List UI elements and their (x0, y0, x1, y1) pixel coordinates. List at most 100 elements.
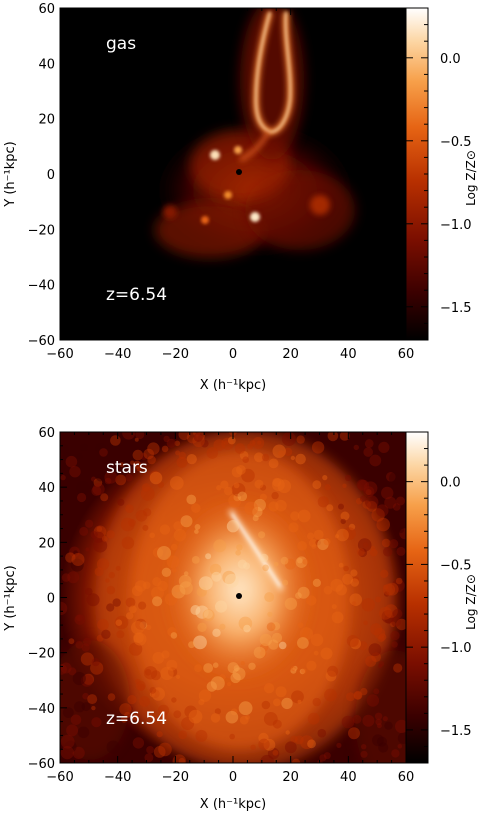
stars-speckle-dot (350, 569, 358, 577)
stars-speckle-dot (267, 747, 280, 760)
stars-speckle-dot (334, 534, 340, 539)
stars-speckle-dot (125, 474, 133, 482)
stars-speckle-dot (391, 749, 400, 758)
stars-speckle-dot (370, 545, 376, 551)
stars-speckle-dot (149, 471, 163, 485)
stars-speckle-dot (183, 571, 189, 576)
gas-panel: gas z=6.54 −60 −40 −20 0 20 40 60 −60 −40 −20 0 20 4… (3, 2, 478, 393)
stars-speckle-dot (128, 519, 136, 527)
stars-y-axis-title: Y (h⁻¹kpc) (3, 565, 18, 631)
stars-speckle-dot (327, 665, 339, 677)
stars-speckle-dot (392, 503, 401, 511)
stars-speckle-dot (120, 517, 135, 532)
stars-speckle-dot (171, 697, 177, 703)
stars-speckle-dot (60, 746, 74, 760)
stars-speckle-dot (283, 447, 293, 456)
stars-speckle-dot (151, 586, 164, 600)
stars-speckle-dot (178, 757, 186, 763)
stars-speckle-dot (106, 530, 115, 539)
stars-speckle-dot (192, 434, 205, 448)
stars-speckle-dot (253, 646, 266, 659)
stars-speckle-dot (212, 662, 219, 668)
stars-speckle-dot (110, 719, 116, 724)
stars-speckle-dot (396, 496, 405, 506)
stars-speckle-dot (259, 633, 273, 647)
stars-y-tick-label: 0 (47, 592, 55, 607)
stars-speckle-dot (238, 616, 253, 631)
stars-speckle-dot (381, 610, 395, 624)
stars-speckle-dot (277, 479, 292, 494)
stars-speckle-dot (112, 598, 121, 607)
stars-speckle-dot (365, 655, 377, 667)
stars-speckle-dot (297, 586, 310, 599)
stars-speckle-dot (376, 504, 389, 517)
stars-speckle-dot (170, 543, 178, 551)
stars-speckle-dot (297, 509, 311, 523)
stars-speckle-dot (391, 641, 398, 648)
stars-speckle-dot (310, 633, 324, 647)
stars-speckle-dot (68, 667, 77, 676)
stars-speckle-dot (263, 712, 278, 726)
stars-speckle-dot (163, 435, 170, 443)
stars-speckle-dot (384, 496, 397, 509)
stars-center-marker (236, 593, 242, 599)
stars-speckle-dot (186, 454, 197, 465)
stars-speckle-dot (107, 693, 116, 701)
stars-speckle-dot (362, 714, 375, 727)
stars-speckle-dot (216, 485, 222, 491)
stars-x-tick-label: −20 (162, 770, 189, 785)
stars-speckle-dot (164, 593, 178, 606)
gas-colorbar-tick-label: −1.0 (440, 218, 472, 233)
stars-speckle-dot (175, 450, 181, 456)
stars-speckle-dot (390, 630, 400, 641)
stars-speckle-dot (122, 432, 136, 440)
stars-speckle-dot (239, 590, 251, 601)
stars-speckle-dot (75, 641, 84, 649)
stars-speckle-dot (93, 531, 105, 543)
stars-speckle-dot (131, 585, 143, 597)
stars-speckle-dot (77, 726, 90, 739)
stars-speckle-dot (284, 741, 297, 754)
gas-y-axis-title: Y (h⁻¹kpc) (3, 141, 18, 207)
stars-speckle-dot (91, 476, 96, 482)
stars-speckle-dot (324, 688, 337, 702)
stars-speckle-dot (368, 643, 382, 657)
stars-speckle-dot (85, 519, 94, 528)
stars-speckle-dot (290, 667, 297, 674)
stars-speckle-dot (95, 442, 107, 454)
stars-speckle-dot (161, 650, 170, 659)
stars-speckle-dot (317, 496, 329, 508)
stars-speckle-dot (398, 527, 404, 534)
stars-speckle-dot (285, 730, 290, 735)
stars-speckle-dot (259, 493, 267, 501)
stars-speckle-dot (194, 664, 203, 673)
stars-y-tick-label: −20 (28, 647, 55, 662)
stars-speckle-dot (93, 525, 107, 539)
stars-speckle-dot (149, 470, 161, 483)
stars-speckle-dot (74, 614, 86, 625)
stars-colorbar-tick-label: −0.5 (440, 558, 472, 573)
stars-speckle-dot (244, 501, 259, 516)
stars-speckle-dot (178, 451, 186, 460)
stars-speckle-dot (71, 553, 85, 566)
gas-x-axis-title: X (h⁻¹kpc) (200, 378, 266, 393)
stars-speckle-dot (80, 443, 89, 452)
stars-speckle-dot (181, 717, 195, 730)
stars-speckle-dot (119, 703, 132, 716)
stars-speckle-dot (386, 472, 396, 482)
stars-speckle-dot (139, 696, 151, 707)
stars-speckle-dot (142, 524, 149, 531)
stars-speckle-dot (144, 753, 154, 762)
stars-speckle-dot (79, 526, 89, 536)
stars-speckle-dot (307, 712, 320, 725)
stars-speckle-dot (237, 491, 248, 502)
stars-colorbar-ticks: 0.0 −0.5 −1.0 −1.5 (406, 448, 472, 747)
stars-speckle-dot (166, 659, 178, 671)
stars-speckle-dot (239, 451, 249, 460)
stars-speckle-dot (96, 474, 104, 482)
stars-speckle-dot (383, 584, 388, 590)
stars-speckle-dot (375, 718, 382, 726)
stars-speckle-dot (355, 498, 363, 505)
stars-speckle-dot (261, 700, 271, 710)
stars-speckle-dot (200, 439, 209, 448)
